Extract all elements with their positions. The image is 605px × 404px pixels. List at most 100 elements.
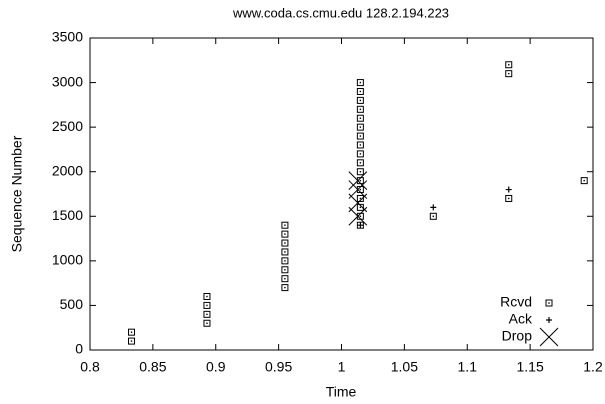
- marker-part: [206, 295, 208, 298]
- marker-part: [356, 168, 364, 176]
- point: [281, 266, 289, 274]
- marker-part: [356, 79, 364, 87]
- marker-part: [203, 310, 211, 318]
- point: [356, 123, 364, 131]
- marker-part: [281, 266, 289, 274]
- marker-part: [429, 212, 437, 220]
- point: [203, 293, 211, 301]
- marker-part: [359, 99, 362, 102]
- marker-part: [281, 284, 289, 292]
- marker-part: [505, 194, 513, 202]
- point: [356, 114, 364, 122]
- point: [356, 141, 364, 149]
- y-tick-label: 1500: [52, 207, 83, 223]
- marker-part: [356, 159, 364, 167]
- marker-part: [430, 204, 437, 211]
- marker-part: [356, 96, 364, 104]
- point: [281, 275, 289, 283]
- point: [356, 87, 364, 95]
- y-tick-label: 2000: [52, 162, 83, 178]
- marker-part: [281, 221, 289, 229]
- point: [281, 257, 289, 265]
- legend-marker: [546, 317, 552, 323]
- x-tick-label: 0.85: [139, 359, 166, 375]
- marker-part: [281, 230, 289, 238]
- marker-part: [359, 90, 362, 93]
- marker-part: [356, 150, 364, 158]
- marker-part: [359, 215, 362, 217]
- marker-part: [356, 105, 364, 113]
- y-tick-label: 1000: [52, 252, 83, 268]
- point: [203, 301, 211, 309]
- point: [356, 159, 364, 167]
- y-tick-label: 0: [75, 341, 83, 357]
- marker-part: [545, 299, 553, 307]
- marker-part: [356, 123, 364, 131]
- legend-marker: [545, 299, 553, 307]
- marker-part: [203, 293, 211, 301]
- point: [356, 79, 364, 87]
- marker-part: [356, 194, 364, 202]
- x-axis-label: Time: [326, 384, 357, 400]
- marker-part: [359, 135, 362, 137]
- marker-part: [508, 64, 510, 66]
- marker-part: [356, 203, 364, 211]
- marker-part: [284, 224, 286, 226]
- legend-label: Ack: [509, 311, 533, 327]
- marker-part: [206, 322, 208, 324]
- point: [505, 70, 513, 78]
- point: [348, 171, 368, 190]
- marker-part: [359, 144, 362, 146]
- y-tick-label: 3500: [52, 29, 83, 45]
- marker-part: [359, 179, 362, 182]
- point: [356, 194, 364, 202]
- point: [505, 194, 513, 202]
- y-axis-label: Sequence Number: [9, 135, 25, 252]
- marker-part: [508, 72, 510, 75]
- y-tick-label: 3000: [52, 73, 83, 89]
- marker-part: [356, 141, 364, 149]
- point: [348, 180, 368, 199]
- marker-part: [580, 177, 588, 185]
- legend-label: Drop: [502, 328, 533, 344]
- marker-part: [203, 319, 211, 327]
- marker-part: [505, 70, 513, 78]
- marker-part: [281, 239, 289, 247]
- point: [356, 96, 364, 104]
- marker-part: [284, 269, 286, 271]
- marker-part: [206, 313, 208, 316]
- point: [356, 203, 364, 211]
- marker-part: [359, 197, 362, 200]
- point: [356, 105, 364, 113]
- marker-part: [281, 248, 289, 256]
- marker-part: [432, 215, 434, 217]
- marker-part: [359, 206, 362, 209]
- marker-part: [284, 242, 286, 244]
- x-tick-label: 1: [338, 359, 346, 375]
- x-tick-label: 0.9: [206, 359, 226, 375]
- x-tick-label: 0.95: [265, 359, 292, 375]
- marker-part: [284, 277, 286, 280]
- marker-part: [127, 328, 135, 336]
- point: [281, 284, 289, 292]
- marker-part: [546, 317, 552, 323]
- point: [281, 248, 289, 256]
- point: [505, 61, 513, 69]
- point: [357, 222, 364, 229]
- marker-part: [206, 304, 208, 307]
- point: [356, 132, 364, 140]
- marker-part: [348, 193, 368, 213]
- marker-part: [583, 179, 585, 182]
- point: [430, 204, 437, 211]
- x-tick-label: 1.05: [391, 359, 418, 375]
- marker-part: [130, 331, 133, 333]
- point: [356, 168, 364, 176]
- marker-part: [359, 117, 362, 119]
- legend-label: Rcvd: [500, 294, 532, 310]
- marker-part: [284, 251, 286, 253]
- marker-part: [359, 81, 362, 84]
- marker-part: [281, 257, 289, 265]
- point: [505, 186, 512, 193]
- marker-part: [505, 186, 512, 193]
